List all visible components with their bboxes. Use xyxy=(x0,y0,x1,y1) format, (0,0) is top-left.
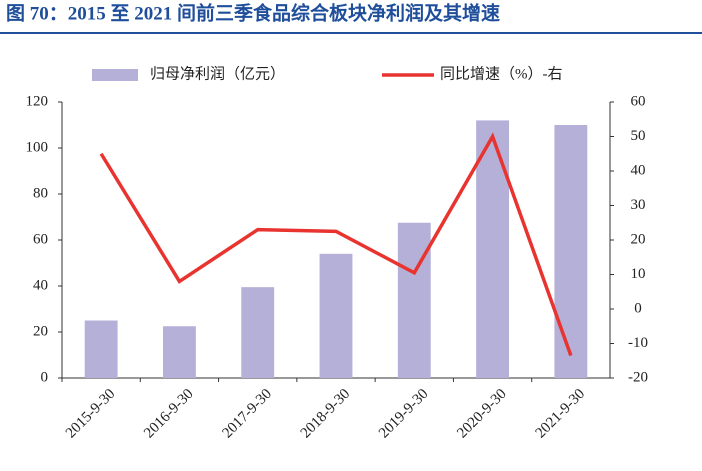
x-tick-label: 2017-9-30 xyxy=(219,386,275,442)
y-tick-label: 100 xyxy=(26,139,49,155)
x-tick-label: 2021-9-30 xyxy=(533,386,589,442)
legend-swatch xyxy=(92,69,138,81)
y-tick-label: 40 xyxy=(33,277,48,293)
chart-title: 图 70：2015 至 2021 间前三季食品综合板块净利润及其增速 xyxy=(6,1,500,24)
y2-tick-label: 30 xyxy=(631,197,646,213)
y2-tick-label: 60 xyxy=(631,93,646,109)
line xyxy=(99,132,573,357)
x-tick-label: 2015-9-30 xyxy=(63,386,119,442)
y2-tick-label: 20 xyxy=(631,231,646,247)
y-tick-label: 60 xyxy=(33,231,48,247)
bar xyxy=(162,326,196,378)
legend-label: 同比增速（%）-右 xyxy=(440,65,563,82)
y2-tick-label: 50 xyxy=(631,128,646,144)
bar xyxy=(319,253,353,378)
x-tick-label: 2019-9-30 xyxy=(376,386,432,442)
bar xyxy=(397,222,431,378)
y2-tick-label: -10 xyxy=(628,335,648,351)
legend-label: 归母净利润（亿元） xyxy=(150,65,285,82)
y2-tick-label: 10 xyxy=(631,266,646,282)
bar xyxy=(241,287,275,378)
x-tick-label: 2016-9-30 xyxy=(141,386,197,442)
bar xyxy=(84,320,118,378)
y2-tick-label: 40 xyxy=(631,162,646,178)
y-tick-label: 80 xyxy=(33,185,48,201)
y-tick-label: 0 xyxy=(41,369,49,385)
y2-tick-label: 0 xyxy=(634,300,642,316)
bar xyxy=(554,125,588,378)
y-tick-label: 20 xyxy=(33,323,48,339)
y2-tick-label: -20 xyxy=(628,369,648,385)
y-tick-label: 120 xyxy=(26,93,49,109)
x-tick-label: 2020-9-30 xyxy=(454,386,510,442)
x-tick-label: 2018-9-30 xyxy=(298,386,354,442)
